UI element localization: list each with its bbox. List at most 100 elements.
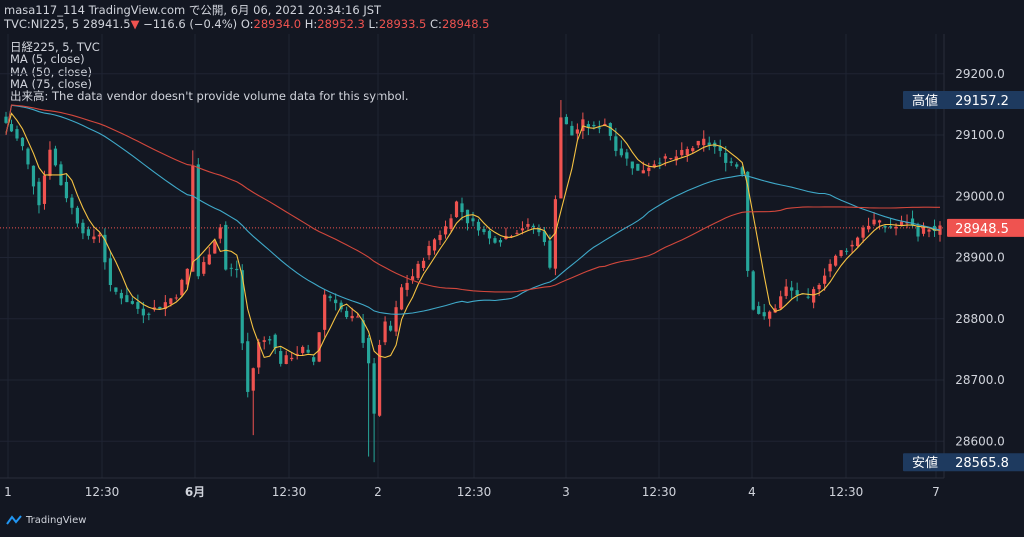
candle-body	[9, 124, 14, 132]
candle-body	[855, 237, 860, 247]
candle-body	[586, 124, 590, 128]
candle-body	[658, 162, 662, 164]
candle-body	[828, 263, 832, 272]
low-marker-label: 安値	[912, 455, 938, 471]
candle-body	[790, 287, 794, 291]
candle-body	[921, 227, 926, 234]
candle-body	[724, 152, 728, 163]
candle-body	[564, 116, 568, 125]
candle-body	[526, 224, 530, 227]
candle-body	[257, 342, 261, 368]
candle-body	[718, 146, 722, 151]
candle-body	[630, 161, 634, 169]
ma50-line	[5, 104, 941, 315]
candle-body	[240, 270, 244, 344]
candle-body	[367, 337, 371, 364]
candle-body	[899, 221, 904, 226]
candle-body	[597, 127, 601, 129]
y-tick-label: 28800.0	[955, 312, 1005, 326]
branding-text: TradingView	[26, 514, 87, 526]
candle-body	[531, 225, 536, 228]
legend-symbol[interactable]: 日経225, 5, TVC	[10, 40, 100, 54]
legend-ma5[interactable]: MA (5, close)	[10, 52, 85, 67]
high-marker-label: 高値	[912, 93, 938, 109]
candles	[4, 100, 942, 463]
candle-body	[169, 298, 173, 305]
down-arrow-icon: ▼	[130, 17, 140, 31]
candle-body	[92, 236, 96, 240]
candle-body	[268, 339, 272, 341]
candle-body	[163, 302, 167, 309]
candle-body	[108, 258, 112, 286]
candle-body	[663, 156, 667, 159]
candle-body	[125, 295, 129, 303]
high-value: 28952.3	[317, 17, 365, 31]
last-price-tag-value: 28948.5	[955, 222, 1009, 237]
x-tick-label: 12:30	[272, 485, 307, 499]
high-marker: 高値 29157.2	[903, 91, 1024, 109]
candle-body	[202, 262, 206, 274]
candle-body	[180, 279, 184, 296]
candle-body	[246, 341, 250, 392]
candle-body	[383, 321, 387, 343]
candle-body	[817, 284, 821, 290]
candle-body	[751, 271, 755, 310]
candle-body	[795, 290, 799, 296]
candle-body	[449, 218, 453, 229]
candle-body	[762, 312, 766, 317]
candle-body	[784, 286, 788, 296]
candle-body	[103, 234, 107, 263]
candle-body	[15, 129, 19, 139]
candle-body	[438, 234, 442, 241]
symbol-name[interactable]: TVC:NI225, 5	[4, 17, 80, 31]
x-tick-label: 7	[932, 485, 940, 499]
candle-body	[284, 355, 288, 364]
legend-volume[interactable]: 出来高: The data vendor doesn't provide vol…	[10, 89, 409, 104]
high-marker-value: 29157.2	[955, 94, 1009, 109]
candle-body	[372, 363, 376, 414]
last-price-tag: 28948.5	[947, 218, 1024, 237]
candle-body	[356, 316, 360, 318]
candle-body	[877, 220, 882, 223]
candle-body	[866, 225, 871, 230]
candle-body	[443, 226, 448, 235]
candle-body	[48, 149, 52, 176]
candle-body	[465, 209, 470, 224]
x-tick-label: 12:30	[457, 485, 492, 499]
candle-body	[614, 136, 618, 151]
candle-body	[251, 368, 255, 391]
candle-body	[37, 181, 41, 206]
candle-body	[229, 267, 233, 269]
candle-body	[888, 226, 893, 228]
candle-body	[378, 344, 382, 416]
candle-body	[729, 161, 733, 163]
x-tick-label: 12:30	[85, 485, 120, 499]
candle-body	[773, 308, 777, 313]
y-tick-label: 29100.0	[955, 128, 1005, 142]
candle-body	[823, 275, 827, 284]
high-label: H:	[304, 17, 318, 31]
candle-body	[581, 119, 585, 131]
candle-body	[350, 315, 354, 319]
candle-body	[405, 282, 409, 290]
candle-body	[334, 299, 338, 304]
candle-body	[4, 116, 8, 123]
candle-body	[680, 149, 684, 156]
candle-body	[86, 229, 91, 236]
candle-body	[53, 148, 58, 166]
x-tick-label: 12:30	[642, 485, 677, 499]
candle-body	[70, 197, 74, 208]
candle-body	[487, 230, 492, 239]
ma75-line	[5, 104, 940, 293]
candle-body	[279, 351, 283, 364]
candle-body	[185, 268, 189, 285]
candle-body	[575, 129, 579, 134]
legend-ma50[interactable]: MA (50, close)	[10, 64, 92, 79]
candle-body	[883, 225, 887, 228]
candle-body	[746, 171, 750, 271]
candle-body	[916, 225, 920, 237]
candle-body	[592, 124, 596, 127]
candle-body	[301, 346, 305, 353]
legend-ma75[interactable]: MA (75, close)	[10, 76, 92, 91]
